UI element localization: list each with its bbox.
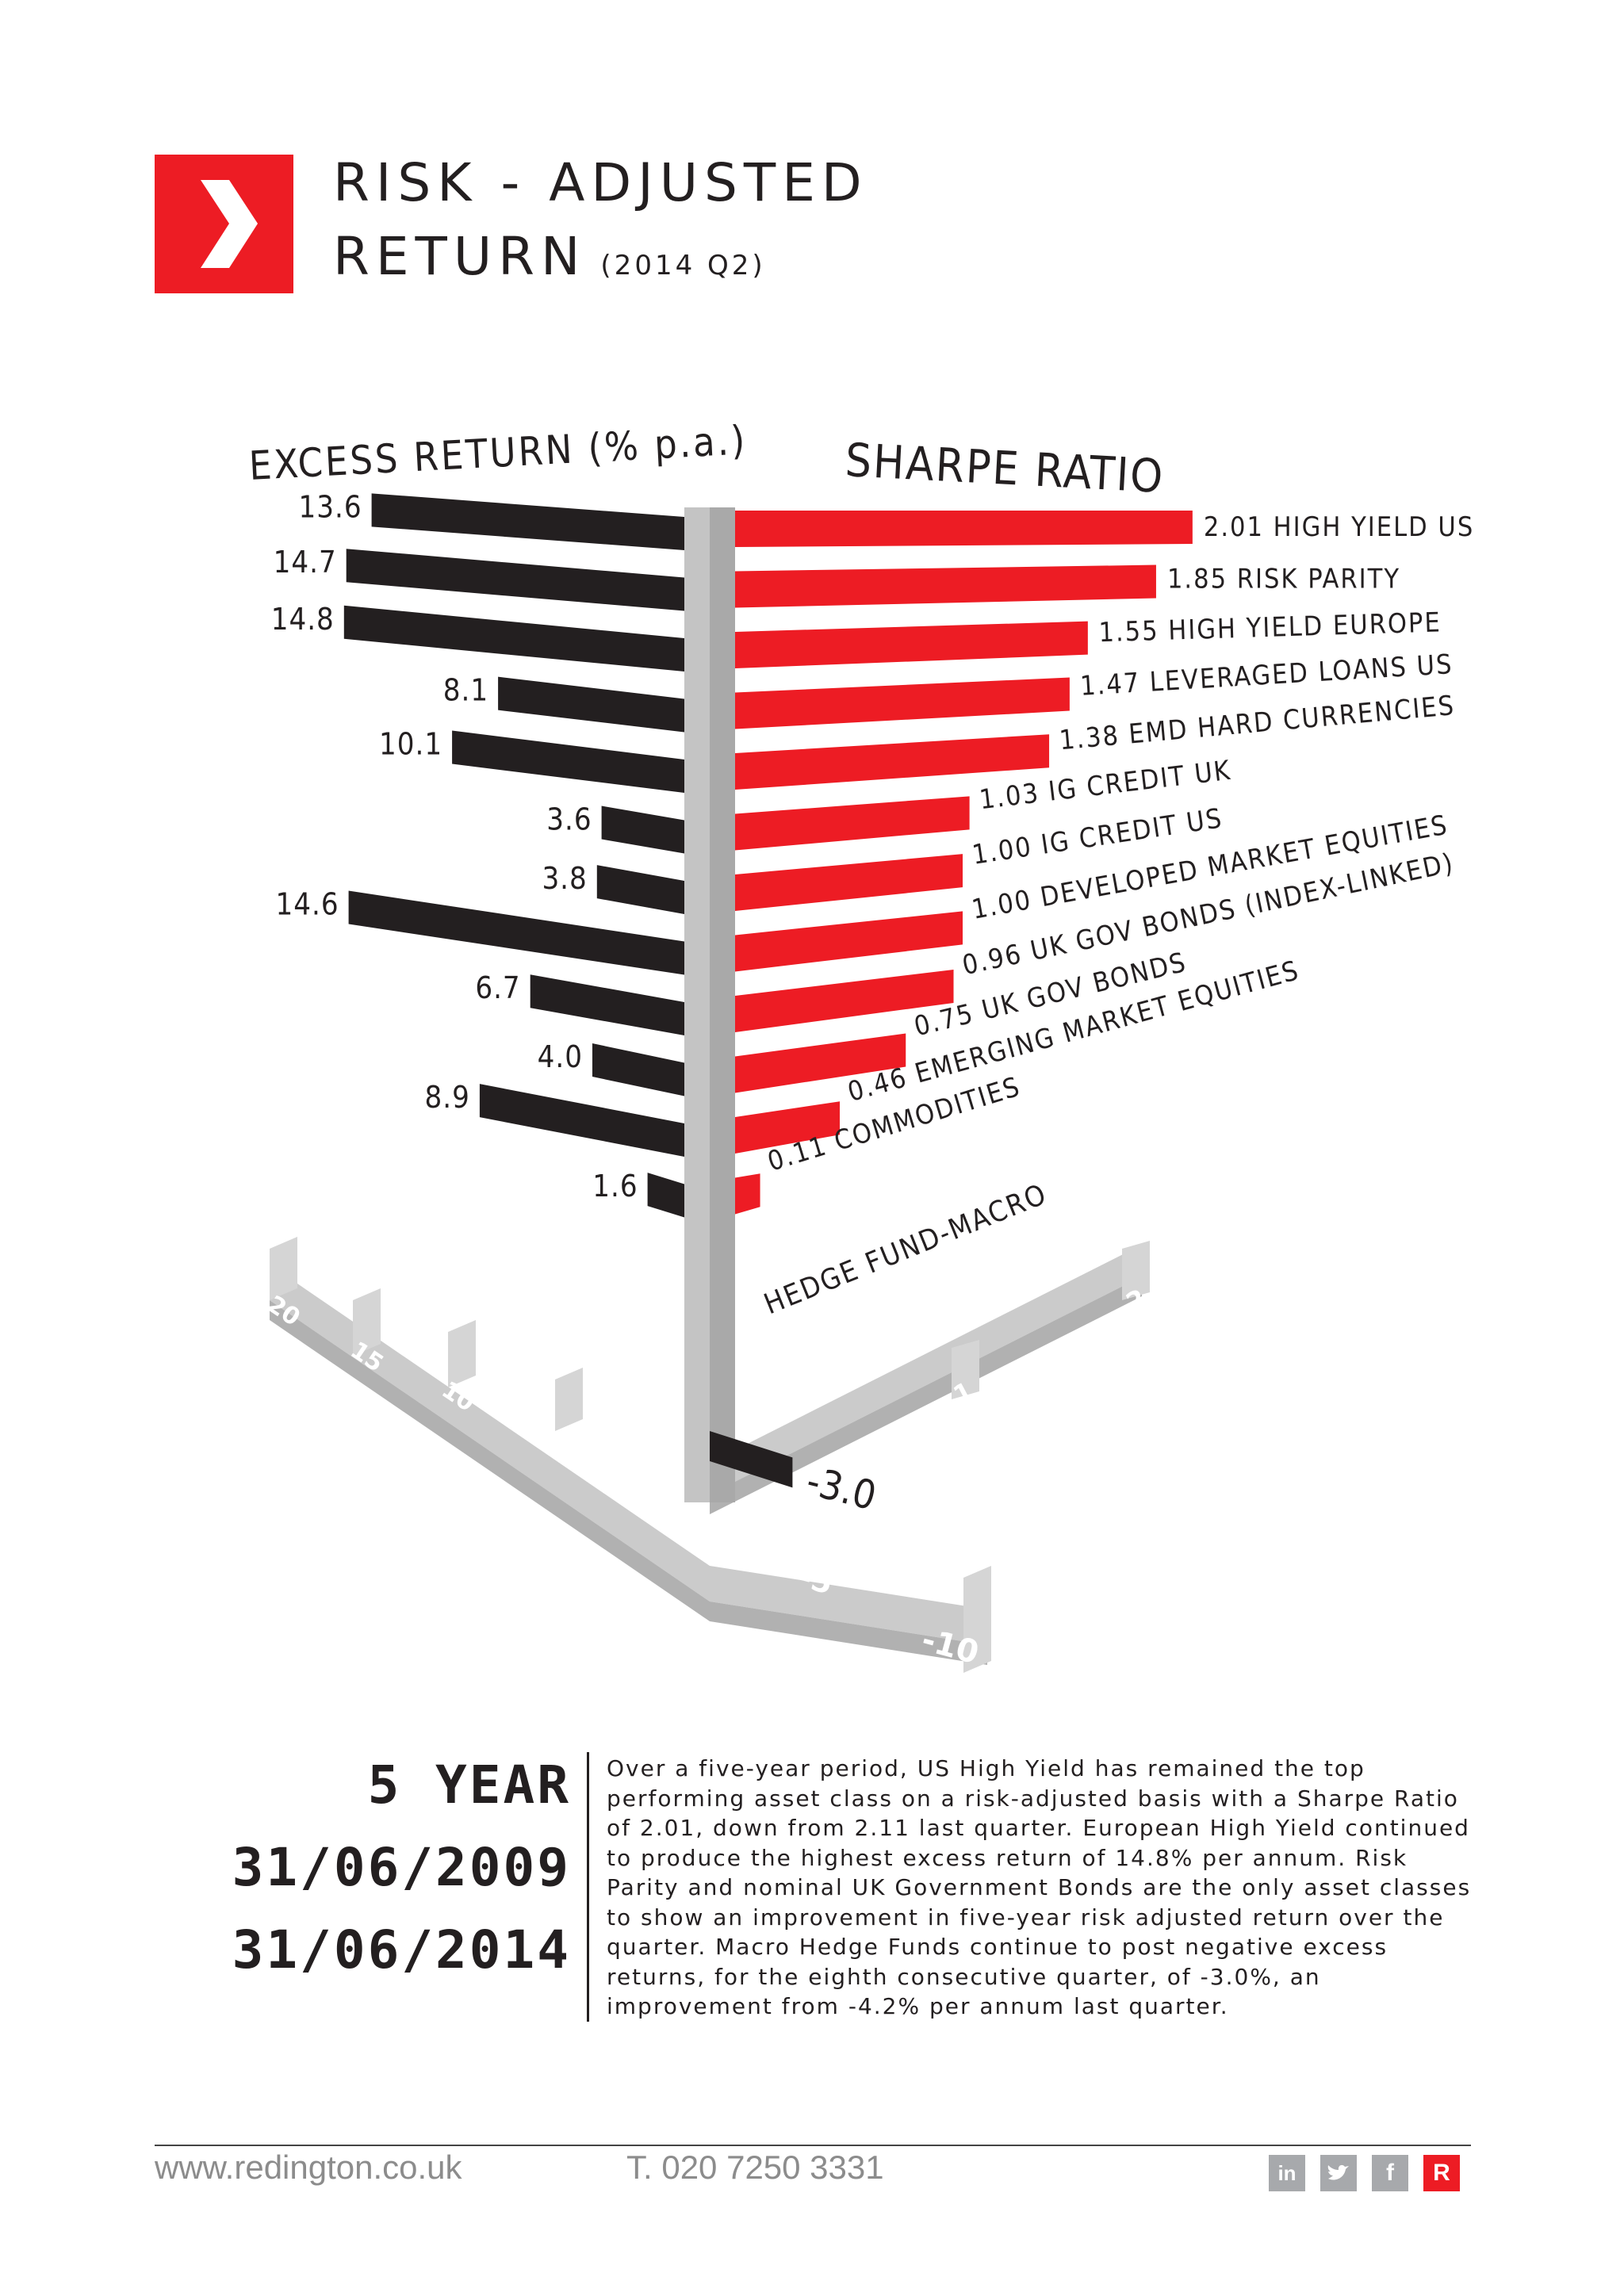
excess-return-value-label: 6.7 [475,970,520,1005]
sharpe-ratio-bar [735,511,1193,547]
left-axis-negative-top [710,1566,987,1645]
title-period: (2014 Q2) [600,250,766,281]
right-axis-bar-side [710,1276,1142,1514]
redington-logo [155,155,293,293]
sharpe-ratio-value: 0.96 [959,936,1034,982]
sharpe-ratio-bar [735,911,963,972]
page-title-word: RETURN [333,226,587,287]
left-axis-tab-10 [448,1320,476,1387]
footer-phone: T. 020 7250 3331 [626,2149,884,2186]
sharpe-ratio-value: 1.03 [978,776,1051,816]
excess-return-bar [498,676,684,733]
sharpe-ratio-bar [735,564,1156,608]
excess-return-value-label: 14.6 [276,886,339,921]
excess-return-value-label: 8.9 [425,1080,470,1115]
excess-return-bar [479,1084,684,1157]
central-pillar-face [684,507,710,1502]
sharpe-ratio-bar [735,1101,841,1154]
excess-return-bar-negative [710,1431,793,1488]
excess-return-bar [346,549,684,611]
twitter-bird-icon [1327,2164,1349,2180]
excess-return-value-label: 8.1 [443,673,488,708]
category-label: IG CREDIT US [1039,802,1225,861]
category-label: LEVERAGED LOANS US [1149,649,1454,698]
excess-return-bar [452,730,684,793]
sharpe-ratio-value: 1.85 [1167,563,1237,595]
redington-icon[interactable]: R [1423,2155,1460,2191]
left-axis-bar-side [270,1300,710,1621]
sharpe-ratio-bar [735,854,963,911]
summary-period-title: 5 YEAR [367,1755,571,1816]
sharpe-ratio-bar [735,1033,906,1093]
sharpe-ratio-value: 1.47 [1079,667,1151,702]
sharpe-ratio-bar [735,677,1070,729]
summary-dates: 5 YEAR 31/06/2009 31/06/2014 [119,1744,571,1992]
category-label: IG CREDIT UK [1047,755,1233,808]
footer-website-link[interactable]: www.redington.co.uk [155,2149,462,2186]
excess-return-bar [647,1173,684,1218]
excess-return-axis: 20 15 10 5 -5 -10 [262,1237,991,1673]
central-pillar-side [710,507,735,1502]
sharpe-ratio-axis: 1 2 [710,1241,1151,1514]
right-axis-title: SHARPE RATIO [844,433,1166,503]
excess-return-value-label: 1.6 [592,1169,638,1203]
sharpe-ratio-value: 1.38 [1058,719,1130,757]
left-axis-tab-15 [353,1288,381,1356]
left-axis-title: EXCESS RETURN (% p.a.) [248,417,749,489]
sharpe-ratio-value: 2.01 [1204,511,1274,543]
sharpe-ratio-label: 2.01 HIGH YIELD US [1204,511,1474,543]
twitter-icon[interactable] [1320,2155,1357,2191]
excess-return-value-label: 14.7 [274,545,337,580]
category-label: EMD HARD CURRENCIES [1128,690,1457,751]
summary-divider [587,1752,589,2022]
excess-return-bar [530,974,684,1035]
sharpe-ratio-bar [735,1173,760,1215]
excess-return-bar [343,605,684,672]
sharpe-ratio-bar [735,734,1050,790]
excess-return-value-label: 3.6 [546,802,592,836]
category-label: RISK PARITY [1237,563,1400,595]
central-pillar [684,507,735,1502]
right-axis-bar-top [710,1245,1142,1494]
excess-return-value-label: -3.0 [802,1458,880,1520]
page-title-line2: RETURN (2014 Q2) [333,226,766,287]
excess-return-value-label: 14.8 [271,602,335,637]
sharpe-ratio-value: 1.55 [1098,615,1169,649]
excess-return-value-label: 10.1 [379,727,442,762]
sharpe-ratio-bar [735,796,970,851]
excess-return-value-label: 13.6 [299,489,362,524]
linkedin-icon[interactable]: in [1269,2155,1305,2191]
excess-return-value-label: 3.8 [542,861,587,896]
excess-return-value-label: 4.0 [538,1039,583,1074]
sharpe-ratio-bar [735,969,954,1032]
chevron-right-icon [201,180,258,268]
sharpe-ratio-bar [735,621,1088,668]
excess-return-bar [371,493,684,550]
category-label: HIGH YIELD EUROPE [1168,607,1442,646]
category-label: HIGH YIELD US [1274,511,1475,543]
footer-divider [155,2145,1471,2146]
summary-paragraph: Over a five-year period, US High Yield h… [607,1755,1472,2019]
left-axis-tab-20 [270,1237,297,1300]
right-axis-tab-2 [1122,1241,1150,1300]
sharpe-ratio-label: 1.55 HIGH YIELD EUROPE [1098,607,1442,649]
left-axis-tab-5 [555,1368,583,1431]
category-label: HEDGE FUND-MACRO [760,1178,1052,1322]
excess-return-bar [601,806,684,854]
sharpe-ratio-value: 1.00 [970,829,1044,871]
risk-return-chart: EXCESS RETURN (% p.a.) SHARPE RATIO 20 1… [248,417,1474,1673]
sharpe-ratio-value: 1.00 [970,882,1044,926]
page-title: RISK - ADJUSTED [333,152,868,213]
excess-return-bar [592,1043,684,1096]
facebook-icon[interactable]: f [1372,2155,1408,2191]
left-axis-tab-neg10 [963,1566,991,1673]
left-axis-bar-top [270,1265,710,1601]
left-axis-negative-side [710,1601,987,1665]
summary-end-date: 31/06/2014 [232,1919,571,1980]
summary-start-date: 31/06/2009 [232,1837,571,1898]
sharpe-ratio-label: 1.85 RISK PARITY [1167,563,1400,595]
right-axis-tab-1 [952,1340,979,1399]
excess-return-bar [348,890,684,975]
excess-return-bar [596,865,684,914]
